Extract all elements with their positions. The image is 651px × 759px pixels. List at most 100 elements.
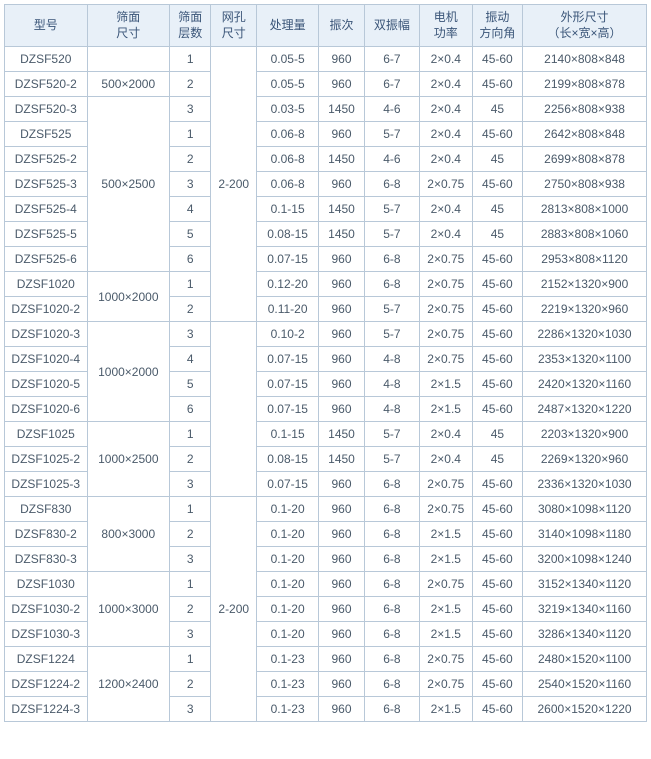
cell-power: 2×0.4: [419, 447, 472, 472]
cell-capacity: 0.1-23: [257, 647, 319, 672]
cell-angle: 45-60: [472, 322, 522, 347]
col-header-9: 外形尺寸（长×宽×高）: [523, 5, 647, 47]
cell-dimensions: 2953×808×1120: [523, 247, 647, 272]
cell-amplitude: 5-7: [364, 197, 419, 222]
cell-layers: 3: [170, 697, 211, 722]
cell-model: DZSF525-5: [5, 222, 88, 247]
cell-freq: 960: [319, 47, 365, 72]
cell-angle: 45-60: [472, 247, 522, 272]
cell-amplitude: 6-8: [364, 472, 419, 497]
col-header-7: 电机功率: [419, 5, 472, 47]
cell-model: DZSF525-4: [5, 197, 88, 222]
table-row: DZSF520-2500×200020.05-59606-72×0.445-60…: [5, 72, 647, 97]
cell-power: 2×0.4: [419, 122, 472, 147]
cell-amplitude: 5-7: [364, 322, 419, 347]
cell-dimensions: 2286×1320×1030: [523, 322, 647, 347]
cell-freq: 960: [319, 547, 365, 572]
cell-freq: 960: [319, 172, 365, 197]
cell-amplitude: 6-8: [364, 272, 419, 297]
cell-capacity: 0.07-15: [257, 472, 319, 497]
cell-mesh-size: 2-200: [211, 47, 257, 322]
cell-capacity: 0.1-23: [257, 672, 319, 697]
cell-layers: 2: [170, 447, 211, 472]
cell-capacity: 0.1-20: [257, 622, 319, 647]
cell-layers: 1: [170, 47, 211, 72]
cell-power: 2×1.5: [419, 397, 472, 422]
cell-layers: 5: [170, 372, 211, 397]
cell-dimensions: 3286×1340×1120: [523, 622, 647, 647]
cell-model: DZSF525-3: [5, 172, 88, 197]
cell-dimensions: 2540×1520×1160: [523, 672, 647, 697]
cell-dimensions: 2420×1320×1160: [523, 372, 647, 397]
cell-model: DZSF830-2: [5, 522, 88, 547]
cell-model: DZSF1224: [5, 647, 88, 672]
cell-dimensions: 2813×808×1000: [523, 197, 647, 222]
table-row: DZSF52012-2000.05-59606-72×0.445-602140×…: [5, 47, 647, 72]
cell-capacity: 0.10-2: [257, 322, 319, 347]
cell-power: 2×0.75: [419, 472, 472, 497]
cell-model: DZSF525-6: [5, 247, 88, 272]
cell-power: 2×0.75: [419, 497, 472, 522]
cell-angle: 45: [472, 147, 522, 172]
cell-freq: 960: [319, 72, 365, 97]
cell-freq: 960: [319, 247, 365, 272]
cell-amplitude: 6-8: [364, 697, 419, 722]
cell-amplitude: 6-8: [364, 597, 419, 622]
cell-layers: 1: [170, 572, 211, 597]
cell-capacity: 0.1-23: [257, 697, 319, 722]
cell-model: DZSF520-2: [5, 72, 88, 97]
cell-layers: 3: [170, 97, 211, 122]
cell-power: 2×0.4: [419, 147, 472, 172]
cell-capacity: 0.1-15: [257, 422, 319, 447]
col-header-4: 处理量: [257, 5, 319, 47]
cell-model: DZSF1020: [5, 272, 88, 297]
cell-model: DZSF525-2: [5, 147, 88, 172]
col-header-6: 双振幅: [364, 5, 419, 47]
table-row: DZSF520-3500×250030.03-514504-62×0.44522…: [5, 97, 647, 122]
cell-layers: 1: [170, 497, 211, 522]
cell-freq: 960: [319, 497, 365, 522]
cell-angle: 45-60: [472, 522, 522, 547]
col-header-3: 网孔尺寸: [211, 5, 257, 47]
cell-model: DZSF1020-3: [5, 322, 88, 347]
cell-power: 2×0.4: [419, 97, 472, 122]
cell-capacity: 0.1-20: [257, 497, 319, 522]
table-header-row: 型号筛面尺寸筛面层数网孔尺寸处理量振次双振幅电机功率振动方向角外形尺寸（长×宽×…: [5, 5, 647, 47]
cell-dimensions: 3080×1098×1120: [523, 497, 647, 522]
cell-power: 2×0.75: [419, 672, 472, 697]
table-row: DZSF1020-31000×200030.10-29605-72×0.7545…: [5, 322, 647, 347]
cell-dimensions: 2152×1320×900: [523, 272, 647, 297]
cell-power: 2×1.5: [419, 697, 472, 722]
cell-model: DZSF1030-3: [5, 622, 88, 647]
cell-power: 2×0.4: [419, 72, 472, 97]
cell-layers: 6: [170, 397, 211, 422]
cell-dimensions: 2336×1320×1030: [523, 472, 647, 497]
cell-angle: 45-60: [472, 122, 522, 147]
cell-power: 2×1.5: [419, 547, 472, 572]
cell-angle: 45-60: [472, 47, 522, 72]
cell-angle: 45-60: [472, 72, 522, 97]
cell-dimensions: 2269×1320×960: [523, 447, 647, 472]
cell-angle: 45-60: [472, 272, 522, 297]
cell-amplitude: 4-8: [364, 347, 419, 372]
cell-angle: 45: [472, 422, 522, 447]
cell-amplitude: 6-8: [364, 622, 419, 647]
cell-power: 2×0.75: [419, 172, 472, 197]
cell-amplitude: 6-8: [364, 572, 419, 597]
table-row: DZSF12241200×240010.1-239606-82×0.7545-6…: [5, 647, 647, 672]
cell-layers: 1: [170, 422, 211, 447]
cell-model: DZSF525: [5, 122, 88, 147]
cell-power: 2×0.75: [419, 322, 472, 347]
cell-capacity: 0.1-15: [257, 197, 319, 222]
cell-dimensions: 2140×808×848: [523, 47, 647, 72]
cell-freq: 960: [319, 297, 365, 322]
cell-layers: 2: [170, 147, 211, 172]
cell-freq: 960: [319, 672, 365, 697]
cell-layers: 2: [170, 72, 211, 97]
cell-layers: 6: [170, 247, 211, 272]
cell-model: DZSF1224-2: [5, 672, 88, 697]
cell-freq: 960: [319, 597, 365, 622]
cell-screen-size: 500×2000: [87, 72, 170, 97]
cell-amplitude: 5-7: [364, 422, 419, 447]
cell-freq: 1450: [319, 422, 365, 447]
